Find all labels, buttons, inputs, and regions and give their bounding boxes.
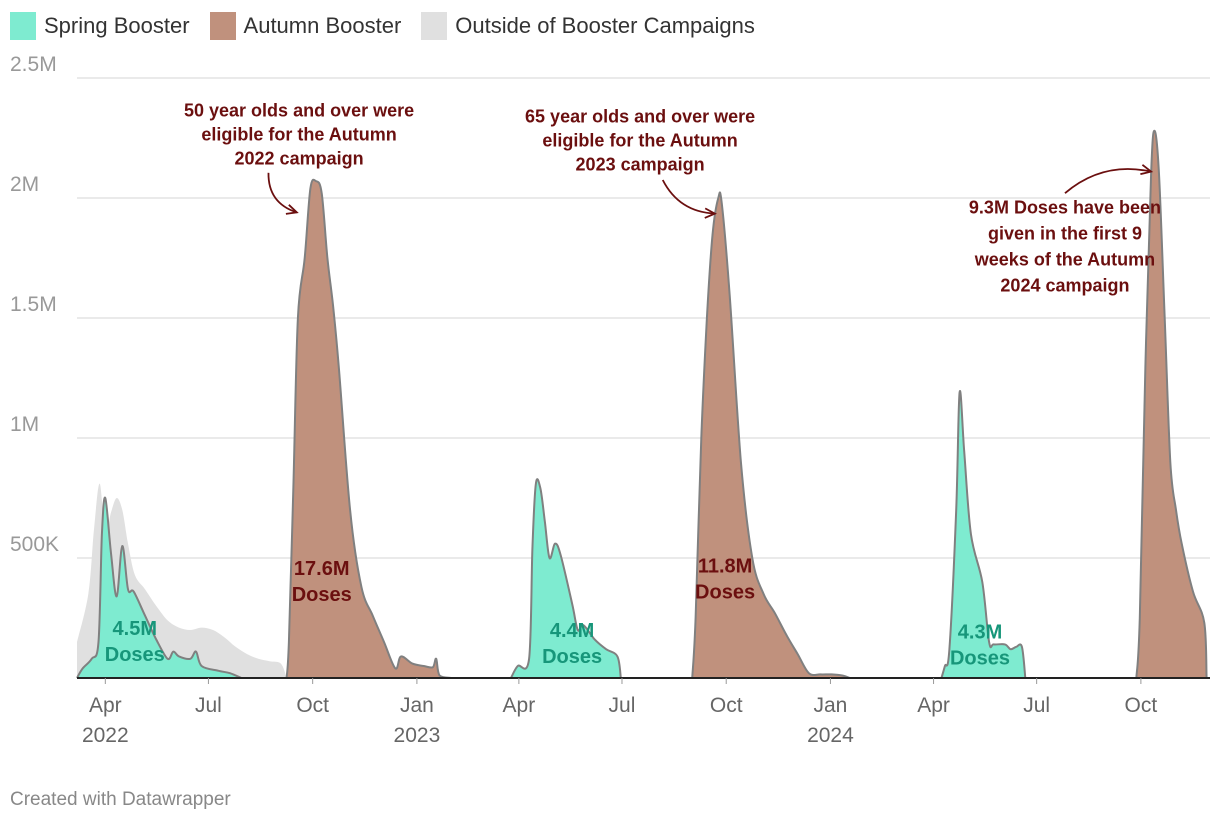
- annotation-arrowhead: [704, 207, 717, 219]
- annotation-text: 9.3M Doses have been given in the first 9…: [969, 198, 1161, 296]
- line-autumn-booster-2024: [1135, 129, 1208, 679]
- x-tick-year-label: 2022: [82, 724, 129, 747]
- area-autumn-booster-2024: [1136, 130, 1207, 679]
- dose-label-line: 4.4M: [550, 620, 594, 642]
- y-tick-label: 500K: [10, 533, 59, 556]
- area-series: [76, 129, 1208, 679]
- x-tick-label: Jul: [195, 694, 222, 717]
- annotation-line: 9.3M Doses have been: [969, 198, 1161, 218]
- annotation-arrow: [661, 179, 715, 215]
- x-tick-label: Apr: [89, 694, 122, 717]
- annotation-line: 2022 campaign: [235, 148, 364, 168]
- credit-text: Created with Datawrapper: [10, 789, 231, 810]
- dose-label-line: Doses: [950, 647, 1010, 669]
- annotation-arrowhead: [285, 204, 299, 215]
- x-tick-label: Oct: [1125, 694, 1158, 717]
- y-tick-label: 1M: [10, 413, 39, 436]
- x-tick-label: Jan: [400, 694, 434, 717]
- legend-swatch-outside: [421, 12, 448, 40]
- legend-swatch-spring: [10, 12, 36, 40]
- x-tick-label: Jul: [1023, 694, 1050, 717]
- dose-label-line: Doses: [105, 644, 165, 666]
- x-tick-year-label: 2024: [807, 724, 854, 747]
- dose-label: 4.4M Doses: [542, 620, 602, 668]
- area-autumn-booster-2022: [286, 179, 451, 678]
- annotation-line: 2023 campaign: [576, 154, 705, 174]
- dose-label-line: Doses: [542, 646, 602, 668]
- line-spring-booster-2024: [940, 389, 1027, 679]
- x-tick-year-label: 2023: [394, 724, 441, 747]
- legend-item-autumn[interactable]: Autumn Booster: [209, 12, 402, 40]
- dose-label: 4.5M Doses: [105, 618, 165, 666]
- legend-item-spring[interactable]: Spring Booster: [10, 12, 190, 40]
- annotation-line: 2024 campaign: [1000, 276, 1129, 296]
- x-tick-label: Jan: [814, 694, 848, 717]
- x-tick-label: Apr: [503, 694, 536, 717]
- annotation-line: 50 year olds and over were: [184, 100, 414, 120]
- annotation-line: eligible for the Autumn: [201, 124, 396, 144]
- legend-item-outside[interactable]: Outside of Booster Campaigns: [421, 12, 755, 40]
- dose-label: 4.3M Doses: [950, 621, 1010, 669]
- legend-swatch-autumn: [209, 12, 236, 40]
- x-tick-label: Oct: [710, 694, 743, 717]
- annotation-arrowhead: [1140, 164, 1154, 176]
- legend-label-outside: Outside of Booster Campaigns: [455, 13, 755, 38]
- annotations: 50 year olds and over were eligible for t…: [184, 100, 1161, 295]
- legend: Spring Booster Autumn Booster Outside of…: [10, 12, 775, 40]
- annotation-text: 50 year olds and over were eligible for t…: [184, 100, 414, 168]
- dose-label: 11.8M Doses: [695, 555, 755, 603]
- dose-label-line: 11.8M: [698, 555, 752, 577]
- dose-label-line: 4.5M: [113, 618, 157, 640]
- dose-label-line: 4.3M: [958, 621, 1002, 643]
- y-tick-label: 2M: [10, 173, 39, 196]
- line-autumn-booster-2022: [285, 178, 452, 679]
- line-spring-booster-2023: [510, 478, 622, 679]
- annotation-line: weeks of the Autumn: [974, 250, 1155, 270]
- area-spring-booster-2024: [941, 390, 1026, 678]
- x-axis: Apr 2022 Jul Oct Jan 2023 Apr Jul Oct Jan 2024 Apr J…: [77, 677, 1210, 747]
- gridlines: 500K 1M 1.5M 2M 2.5M: [10, 53, 1210, 559]
- annotation-line: eligible for the Autumn: [542, 130, 737, 150]
- area-spring-booster-2022: [77, 497, 242, 678]
- line-spring-booster-2022: [76, 496, 242, 679]
- area-autumn-booster-2023: [692, 192, 850, 678]
- annotation-text: 65 year olds and over were eligible for t…: [525, 106, 755, 174]
- annotation-arrow: [1064, 168, 1152, 194]
- dose-label-line: 17.6M: [294, 558, 350, 580]
- y-tick-label: 2.5M: [10, 53, 57, 76]
- dose-label: 17.6M Doses: [292, 558, 352, 606]
- line-autumn-booster-2023: [691, 191, 851, 679]
- dose-label-line: Doses: [292, 584, 352, 606]
- x-tick-label: Oct: [296, 694, 329, 717]
- legend-label-spring: Spring Booster: [44, 13, 190, 38]
- annotation-arrow: [267, 172, 298, 214]
- y-tick-label: 1.5M: [10, 293, 57, 316]
- legend-label-autumn: Autumn Booster: [243, 13, 402, 38]
- annotation-line: 65 year olds and over were: [525, 106, 755, 126]
- x-tick-label: Jul: [609, 694, 636, 717]
- annotation-line: given in the first 9: [988, 224, 1142, 244]
- dose-label-line: Doses: [695, 581, 755, 603]
- x-tick-label: Apr: [917, 694, 950, 717]
